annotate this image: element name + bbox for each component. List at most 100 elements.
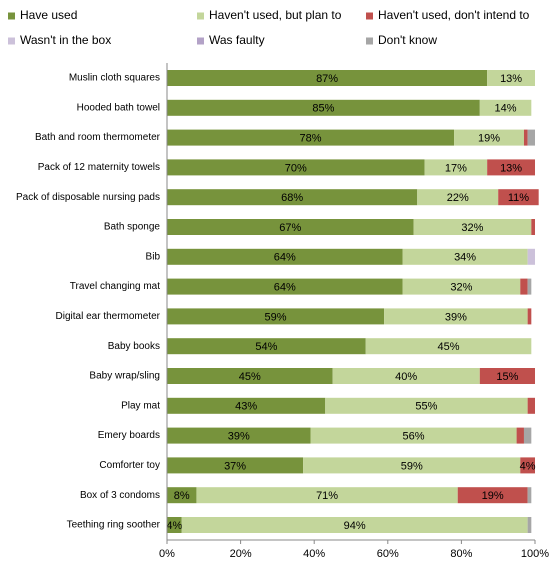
- x-tick-label: 0%: [159, 548, 175, 560]
- bar-segment: [167, 278, 403, 295]
- bar-segment: [527, 278, 532, 295]
- bar-segment: [527, 308, 532, 325]
- category-label: Bath and room thermometer: [35, 132, 161, 143]
- legend-label: Don't know: [378, 33, 437, 47]
- legend-swatch: [366, 37, 373, 45]
- category-label: Baby wrap/sling: [89, 371, 160, 382]
- data-label: 70%: [285, 162, 307, 174]
- x-tick-label: 40%: [303, 548, 325, 560]
- bar-segment: [527, 517, 532, 533]
- bar-segment: [167, 219, 414, 235]
- legend-label: Haven't used, don't intend to: [378, 8, 530, 22]
- category-label: Box of 3 condoms: [80, 490, 160, 501]
- x-tick-label: 60%: [377, 548, 399, 560]
- category-label: Muslin cloth squares: [69, 73, 160, 84]
- data-label: 64%: [274, 252, 296, 264]
- bar-segment: [167, 159, 425, 176]
- data-label: 78%: [300, 133, 322, 145]
- data-label: 87%: [316, 73, 338, 85]
- legend-swatch: [8, 37, 15, 45]
- category-label: Baby books: [108, 341, 160, 352]
- bar-segment: [310, 427, 517, 444]
- category-label: Digital ear thermometer: [56, 311, 161, 322]
- data-label: 39%: [228, 431, 250, 443]
- bar-segment: [531, 219, 535, 235]
- bar-segment: [167, 368, 333, 384]
- data-label: 32%: [450, 282, 472, 294]
- data-label: 34%: [454, 252, 476, 264]
- bar-segment: [527, 129, 535, 146]
- bar-segment: [167, 308, 385, 325]
- data-label: 59%: [401, 460, 423, 472]
- x-tick-label: 80%: [450, 548, 472, 560]
- data-label: 37%: [224, 460, 246, 472]
- category-label: Play mat: [121, 400, 160, 411]
- legend-label: Was faulty: [209, 33, 265, 47]
- data-label: 45%: [438, 341, 460, 353]
- bar-segment: [457, 487, 528, 504]
- bar-segment: [487, 70, 535, 86]
- bar-segment: [167, 248, 403, 265]
- data-label: 71%: [316, 490, 338, 502]
- bar-segment: [167, 189, 418, 206]
- bar-segment: [487, 159, 535, 176]
- category-label: Pack of disposable nursing pads: [16, 192, 160, 203]
- bar-segment: [402, 278, 521, 295]
- bar-segment: [424, 159, 488, 176]
- bar-segment: [527, 248, 535, 265]
- category-label: Teething ring soother: [67, 520, 161, 531]
- legend-label: Wasn't in the box: [20, 33, 111, 47]
- data-label: 85%: [312, 103, 334, 115]
- bar-segment: [167, 129, 455, 146]
- bar-segment: [167, 457, 304, 474]
- data-label: 19%: [482, 490, 504, 502]
- data-label: 8%: [174, 490, 190, 502]
- bar-segment: [527, 397, 535, 414]
- bar-segment: [402, 248, 528, 265]
- x-tick-label: 20%: [230, 548, 252, 560]
- bar-segment: [196, 487, 458, 504]
- data-label: 13%: [500, 73, 522, 85]
- data-label: 40%: [395, 371, 417, 383]
- category-label: Bib: [146, 251, 161, 262]
- bar-segment: [384, 308, 528, 325]
- x-tick-label: 100%: [521, 548, 549, 560]
- bar-segment: [520, 457, 535, 474]
- bar-segment: [413, 219, 532, 235]
- bar-segment: [325, 397, 528, 414]
- data-label: 45%: [239, 371, 261, 383]
- data-label: 4%: [166, 520, 182, 532]
- category-label: Bath sponge: [104, 222, 161, 233]
- data-label: 64%: [274, 282, 296, 294]
- data-label: 55%: [415, 401, 437, 413]
- data-label: 14%: [495, 103, 517, 115]
- bar-segment: [167, 99, 480, 116]
- legend-swatch: [197, 37, 204, 45]
- bar-segment: [167, 397, 326, 414]
- data-label: 39%: [445, 311, 467, 323]
- bar-segment: [365, 338, 532, 355]
- data-label: 4%: [520, 460, 536, 472]
- bar-segment: [479, 99, 532, 116]
- data-label: 22%: [447, 192, 469, 204]
- bar-segment: [527, 487, 532, 504]
- bar-segment: [167, 517, 182, 533]
- bar-segment: [167, 427, 311, 444]
- category-label: Travel changing mat: [70, 281, 160, 292]
- legend-swatch: [8, 12, 15, 20]
- category-label: Pack of 12 maternity towels: [38, 162, 160, 173]
- bar-segment: [181, 517, 528, 533]
- legend-label: Haven't used, but plan to: [209, 8, 342, 22]
- data-label: 54%: [255, 341, 277, 353]
- bar-segment: [417, 189, 499, 206]
- category-label: Emery boards: [98, 430, 160, 441]
- bar-segment: [479, 368, 535, 384]
- bar-segment: [523, 427, 532, 444]
- data-label: 67%: [279, 222, 301, 234]
- legend-swatch: [366, 12, 373, 20]
- legend-label: Have used: [20, 8, 77, 22]
- data-label: 68%: [281, 192, 303, 204]
- bar-segment: [454, 129, 524, 146]
- data-label: 94%: [344, 520, 366, 532]
